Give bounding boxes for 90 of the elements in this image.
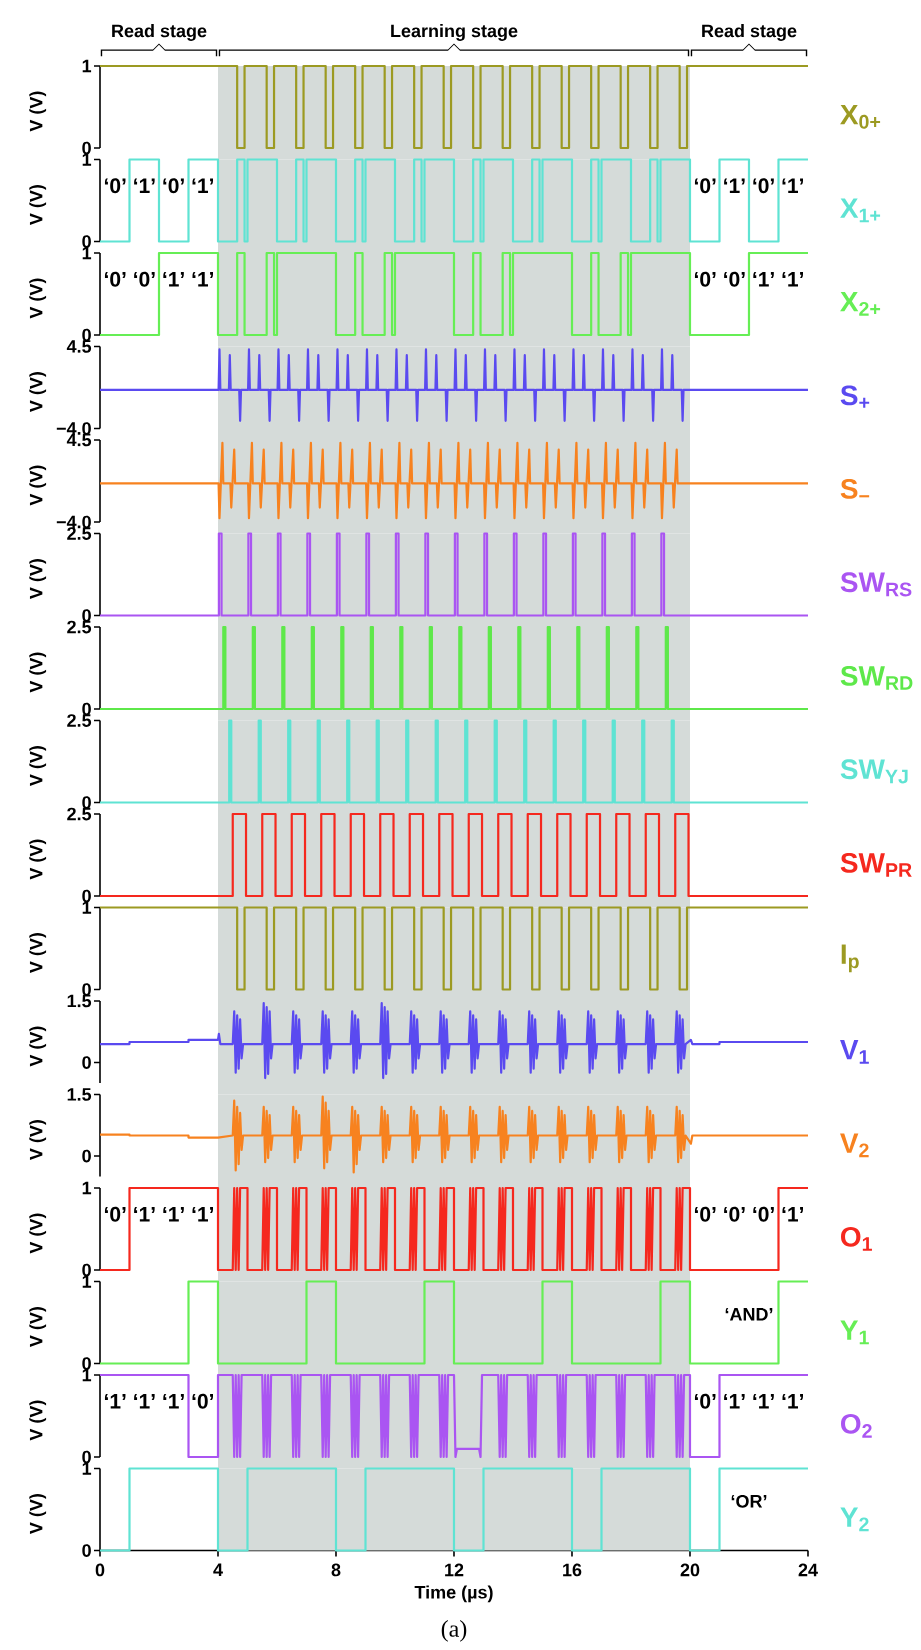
- y-tick-label: 1.5: [67, 994, 92, 1008]
- y-axis-title: V (V): [29, 1400, 47, 1441]
- annotation: ‘0’ ‘1’ ‘0’ ‘1’: [105, 178, 214, 194]
- series-label: SW$_{RS}$: [840, 572, 912, 597]
- y-axis-title: V (V): [29, 465, 47, 506]
- y-tick-label: 4.5: [66, 340, 92, 353]
- y-axis-title: V (V): [29, 652, 47, 693]
- series-label: SW$_{RD}$: [840, 665, 913, 690]
- y-axis-title: V (V): [29, 1213, 47, 1254]
- y-tick-label: 0: [82, 1450, 91, 1464]
- annotation: ‘AND’: [725, 1308, 773, 1321]
- line-series: [98, 348, 810, 422]
- y-tick-label: 1: [82, 246, 92, 260]
- line-series: [98, 441, 810, 520]
- annotation: ‘0’ ‘1’ ‘1’ ‘1’: [695, 1393, 804, 1409]
- y-axis-title: V (V): [29, 1120, 47, 1160]
- y-tick-label: 0: [82, 1056, 91, 1069]
- series-label: X$_{0+}$: [840, 104, 881, 129]
- y-tick-label: 0: [82, 983, 91, 996]
- y-axis-title: V (V): [29, 559, 47, 599]
- line-series: [98, 1001, 810, 1080]
- text: Read stage: [702, 24, 797, 41]
- x-tick-label: 24: [798, 1563, 818, 1577]
- y-tick-label: 2.5: [67, 807, 92, 821]
- annotation: ‘0’ ‘1’ ‘0’ ‘1’: [695, 178, 804, 194]
- y-tick-label: 0: [82, 609, 91, 622]
- y-tick-label: −4.0: [56, 422, 91, 435]
- y-tick-label: 0: [82, 235, 91, 248]
- y-tick-label: 1: [82, 1181, 92, 1195]
- line-series: [98, 1095, 810, 1174]
- y-tick-label: 2.5: [67, 714, 92, 727]
- y-tick-label: 1: [82, 153, 92, 166]
- y-tick-label: 0: [82, 1263, 91, 1277]
- series-label: Y$_{2}$: [840, 1507, 869, 1532]
- y-tick-label: 1: [82, 1368, 92, 1382]
- y-tick-label: 1: [82, 901, 92, 914]
- series-label: O$_{2}$: [841, 1413, 872, 1438]
- series-label: S$_{−}$: [840, 478, 870, 499]
- y-tick-label: 0: [82, 889, 91, 903]
- y-tick-label: 0: [82, 141, 91, 155]
- annotation: ‘OR’: [731, 1494, 767, 1508]
- y-axis-title: V (V): [29, 91, 47, 132]
- series-label: X$_{2+}$: [840, 292, 881, 316]
- y-tick-label: 0: [82, 1357, 91, 1370]
- series-label: O$_{1}$: [841, 1226, 873, 1251]
- x-tick-label: 4: [213, 1563, 223, 1576]
- y-tick-label: 1.5: [67, 1088, 92, 1101]
- y-axis-title: V (V): [29, 839, 47, 880]
- y-axis-title: V (V): [29, 933, 47, 973]
- y-tick-label: 1: [82, 1462, 92, 1475]
- annotation: ‘0’ ‘0’ ‘0’ ‘1’: [695, 1206, 804, 1222]
- y-axis-title: V (V): [29, 1307, 47, 1347]
- y-tick-label: 4.5: [66, 433, 92, 447]
- annotation: ‘0’ ‘0’ ‘1’ ‘1’: [695, 271, 804, 287]
- y-tick-label: 2.5: [67, 620, 92, 634]
- y-axis-title: V (V): [29, 372, 47, 412]
- x-tick-label: 16: [563, 1563, 582, 1577]
- y-axis-title: V (V): [29, 1494, 47, 1534]
- x-tick-label: 20: [680, 1563, 700, 1577]
- series-label: V$_{2}$: [840, 1133, 869, 1158]
- series-label: SW$_{PR}$: [840, 852, 912, 877]
- x-tick-label: 12: [445, 1563, 464, 1577]
- y-tick-label: 1: [82, 1275, 92, 1288]
- y-axis-title: V (V): [29, 278, 47, 319]
- y-tick-label: 0: [82, 1544, 91, 1557]
- y-axis-title: V (V): [29, 185, 47, 225]
- y-tick-label: 0: [82, 796, 91, 809]
- x-tick-label: 0: [95, 1563, 105, 1577]
- series-label: SW$_{YJ}$: [840, 759, 908, 784]
- series-label: S$_{+}$: [840, 385, 870, 408]
- text: Learning stage: [391, 24, 518, 41]
- annotation: ‘1’ ‘1’ ‘1’ ‘0’: [105, 1393, 214, 1409]
- series-label: Y$_{1}$: [840, 1320, 869, 1345]
- y-axis-title: V (V): [29, 746, 47, 786]
- y-tick-label: 0: [82, 1149, 91, 1163]
- x-axis-title: Time (µs): [414, 1585, 493, 1603]
- x-tick-label: 8: [331, 1563, 341, 1577]
- y-tick-label: 0: [82, 328, 91, 342]
- y-tick-label: 0: [82, 702, 91, 716]
- series-label: I$_{p}$: [841, 944, 859, 973]
- text: (a): [441, 1619, 467, 1642]
- series-label: X$_{1+}$: [840, 198, 881, 223]
- y-tick-label: 2.5: [67, 527, 92, 540]
- annotation: ‘0’ ‘0’ ‘1’ ‘1’: [105, 271, 214, 287]
- text: Read stage: [112, 24, 207, 41]
- y-axis-title: V (V): [29, 1026, 47, 1067]
- y-tick-label: −4.0: [56, 515, 91, 529]
- series-label: V$_{1}$: [840, 1040, 869, 1064]
- annotation: ‘0’ ‘1’ ‘1’ ‘1’: [105, 1206, 214, 1222]
- y-tick-label: 1: [82, 59, 92, 73]
